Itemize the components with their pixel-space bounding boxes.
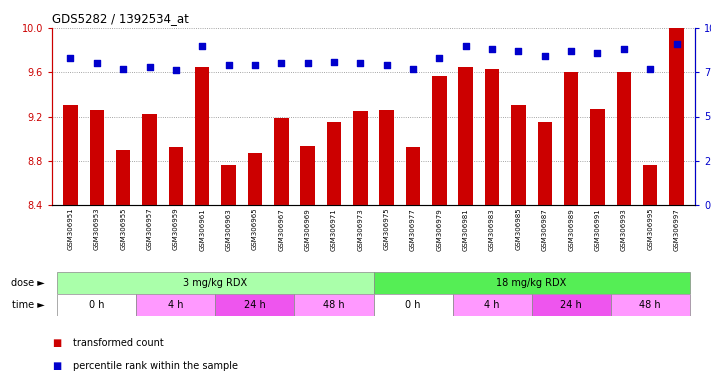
- Bar: [511, 106, 525, 205]
- Text: 18 mg/kg RDX: 18 mg/kg RDX: [496, 278, 567, 288]
- Text: 0 h: 0 h: [405, 300, 421, 310]
- Point: [565, 48, 577, 54]
- Bar: [380, 110, 394, 205]
- Bar: [453, 294, 532, 316]
- Point: [513, 48, 524, 54]
- Bar: [300, 146, 315, 205]
- Text: ■: ■: [52, 338, 61, 348]
- Point: [328, 58, 340, 65]
- Text: 48 h: 48 h: [324, 300, 345, 310]
- Text: 4 h: 4 h: [484, 300, 500, 310]
- Bar: [215, 294, 294, 316]
- Bar: [294, 294, 373, 316]
- Bar: [58, 272, 373, 294]
- Point: [618, 46, 629, 52]
- Point: [671, 41, 683, 47]
- Bar: [373, 294, 453, 316]
- Point: [117, 66, 129, 72]
- Bar: [564, 72, 578, 205]
- Bar: [432, 76, 447, 205]
- Bar: [406, 147, 420, 205]
- Text: 3 mg/kg RDX: 3 mg/kg RDX: [183, 278, 247, 288]
- Text: GDS5282 / 1392534_at: GDS5282 / 1392534_at: [52, 12, 189, 25]
- Bar: [195, 67, 210, 205]
- Point: [144, 64, 155, 70]
- Text: 24 h: 24 h: [560, 300, 582, 310]
- Text: 4 h: 4 h: [168, 300, 183, 310]
- Bar: [459, 67, 473, 205]
- Bar: [221, 165, 236, 205]
- Bar: [116, 150, 130, 205]
- Point: [170, 68, 181, 74]
- Bar: [327, 122, 341, 205]
- Bar: [669, 28, 684, 205]
- Point: [644, 66, 656, 72]
- Text: transformed count: transformed count: [73, 338, 164, 348]
- Point: [91, 60, 102, 66]
- Bar: [58, 294, 137, 316]
- Text: 0 h: 0 h: [89, 300, 105, 310]
- Point: [302, 60, 314, 66]
- Point: [539, 53, 550, 60]
- Text: ■: ■: [52, 361, 61, 371]
- Point: [460, 43, 471, 49]
- Bar: [373, 272, 690, 294]
- Text: time ►: time ►: [12, 300, 45, 310]
- Bar: [611, 294, 690, 316]
- Text: 48 h: 48 h: [639, 300, 661, 310]
- Point: [434, 55, 445, 61]
- Bar: [63, 106, 77, 205]
- Text: percentile rank within the sample: percentile rank within the sample: [73, 361, 238, 371]
- Text: 24 h: 24 h: [244, 300, 266, 310]
- Bar: [532, 294, 611, 316]
- Bar: [485, 69, 499, 205]
- Bar: [169, 147, 183, 205]
- Point: [276, 60, 287, 66]
- Bar: [137, 294, 215, 316]
- Point: [223, 62, 234, 68]
- Point: [250, 62, 261, 68]
- Point: [196, 43, 208, 49]
- Bar: [247, 153, 262, 205]
- Bar: [353, 111, 368, 205]
- Point: [592, 50, 603, 56]
- Point: [381, 62, 392, 68]
- Point: [355, 60, 366, 66]
- Bar: [616, 72, 631, 205]
- Point: [65, 55, 76, 61]
- Bar: [274, 118, 289, 205]
- Bar: [538, 122, 552, 205]
- Bar: [142, 114, 156, 205]
- Point: [407, 66, 419, 72]
- Bar: [643, 165, 658, 205]
- Text: dose ►: dose ►: [11, 278, 45, 288]
- Bar: [90, 110, 104, 205]
- Point: [486, 46, 498, 52]
- Bar: [590, 109, 605, 205]
